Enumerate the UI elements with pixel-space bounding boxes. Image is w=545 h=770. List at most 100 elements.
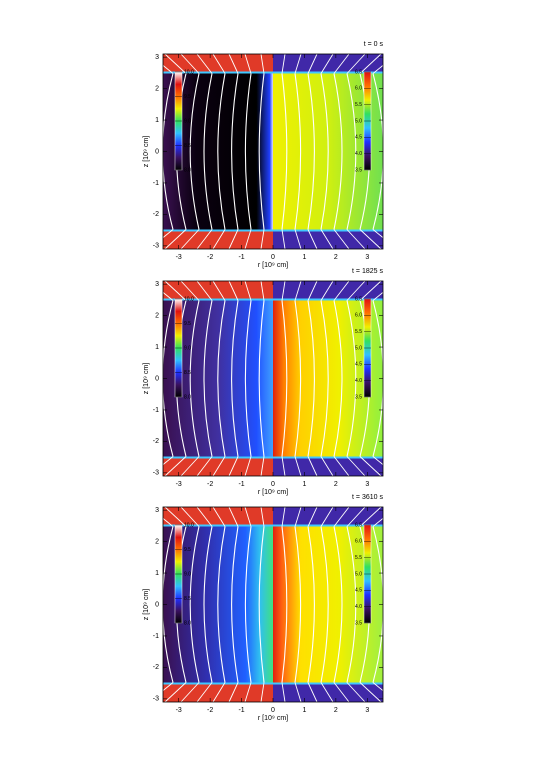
colorbar-tick-label: 8.0 <box>184 394 191 400</box>
field-line <box>320 280 334 301</box>
field-line <box>307 73 315 230</box>
field-line <box>333 526 343 683</box>
colorbar-tick-label: 5.0 <box>355 345 362 351</box>
panel: -3 -2 -1 0 1 2 3 -3 -2 -1 0 1 2 3 r [10⁹ cm] z [10⁹ cm]… <box>143 494 398 722</box>
x-axis-label: r [10⁹ cm] <box>258 715 288 722</box>
field-right <box>273 54 383 74</box>
field-line <box>244 682 252 703</box>
field-line <box>320 53 334 74</box>
field-line <box>359 506 382 527</box>
colorbar-tick-label: 10.0 <box>184 522 194 528</box>
field-line <box>228 456 239 477</box>
y-tick-label: 2 <box>155 85 159 92</box>
field-line <box>359 682 382 703</box>
field-line <box>320 73 329 230</box>
field-line <box>281 73 288 230</box>
field-line <box>148 229 174 250</box>
colorbar-tick-label: 4.0 <box>355 604 362 610</box>
field-line <box>333 506 350 527</box>
colorbar-tick-label: 6.5 <box>355 69 362 75</box>
field-line <box>217 526 226 683</box>
field-line <box>372 229 398 250</box>
colorbar-tick-label: 5.0 <box>355 118 362 124</box>
x-axis-label: r [10⁹ cm] <box>258 262 288 269</box>
x-tick-label: -2 <box>207 481 213 488</box>
colorbar-tick-label: 6.0 <box>355 86 362 92</box>
colorbar-tick-label: 4.5 <box>355 135 362 141</box>
field-line <box>372 506 398 527</box>
y-axis-label: z [10⁹ cm] <box>143 363 150 394</box>
field-line <box>217 300 226 457</box>
field-line <box>212 280 226 301</box>
field-line <box>359 53 382 74</box>
field-line <box>333 456 350 477</box>
field-line <box>196 280 213 301</box>
colorbar-tick-label: 9.0 <box>184 118 191 124</box>
field-line <box>307 280 318 301</box>
interface <box>163 456 383 459</box>
colorbar-tick-label: 10.0 <box>184 69 194 75</box>
colorbar-tick-label: 3.5 <box>355 620 362 626</box>
field-line <box>320 456 334 477</box>
y-tick-label: 1 <box>155 344 159 351</box>
field-line <box>281 506 286 527</box>
interface <box>163 71 383 74</box>
field-line <box>164 506 187 527</box>
field-line <box>148 682 174 703</box>
field-line <box>260 53 265 74</box>
field-line <box>258 73 265 230</box>
field-line <box>372 53 398 74</box>
interface <box>163 298 383 301</box>
field-line <box>231 73 239 230</box>
colorbar: 3.5 4.0 4.5 5.0 5.5 6.0 6.5 <box>355 522 372 626</box>
colorbar-tick-label: 4.5 <box>355 588 362 594</box>
field-line <box>148 506 174 527</box>
colorbar-tick-label: 3.5 <box>355 394 362 400</box>
x-tick-label: 3 <box>365 707 369 714</box>
field-line <box>346 229 366 250</box>
colorbar-tick-label: 5.5 <box>355 329 362 335</box>
field-left <box>163 229 273 249</box>
field-line <box>164 53 187 74</box>
colorbar-tick-label: 9.0 <box>184 571 191 577</box>
field-line <box>217 73 226 230</box>
y-tick-label: -1 <box>153 407 159 414</box>
y-tick-label: -2 <box>153 664 159 671</box>
y-axis-label: z [10⁹ cm] <box>143 136 150 167</box>
x-tick-label: -1 <box>238 707 244 714</box>
field-line <box>228 682 239 703</box>
panel-title: t = 1825 s <box>352 268 383 275</box>
colorbar-tick-label: 9.5 <box>184 321 191 327</box>
field-line <box>307 506 318 527</box>
field-line <box>212 53 226 74</box>
colorbar: 8.0 8.5 9.0 9.5 10.0 <box>174 522 194 626</box>
field-line <box>196 506 213 527</box>
x-tick-label: 3 <box>365 481 369 488</box>
field-line <box>307 526 315 683</box>
y-tick-label: -3 <box>153 696 159 703</box>
field-line <box>212 456 226 477</box>
field-line <box>148 53 174 74</box>
x-tick-label: -2 <box>207 254 213 261</box>
field-line <box>148 280 174 301</box>
y-tick-label: 0 <box>155 148 159 155</box>
field-line <box>260 506 265 527</box>
x-tick-label: 0 <box>271 481 275 488</box>
colorbar-tick-label: 6.0 <box>355 539 362 545</box>
colorbar: 8.0 8.5 9.0 9.5 10.0 <box>174 296 194 400</box>
colorbar-tick-label: 9.5 <box>184 94 191 100</box>
colorbar-tick-label: 4.5 <box>355 362 362 368</box>
colorbar-tick-label: 4.0 <box>355 151 362 157</box>
y-tick-label: 2 <box>155 312 159 319</box>
x-tick-label: 0 <box>271 707 275 714</box>
colorbar-tick-label: 8.0 <box>184 167 191 173</box>
colorbar-tick-label: 6.5 <box>355 296 362 302</box>
field-right <box>273 229 383 249</box>
field-line <box>228 229 239 250</box>
field-line <box>320 229 334 250</box>
y-tick-label: 3 <box>155 281 159 288</box>
field-line <box>244 73 252 230</box>
field-line <box>203 73 213 230</box>
y-tick-label: 0 <box>155 375 159 382</box>
field-right <box>273 507 383 527</box>
